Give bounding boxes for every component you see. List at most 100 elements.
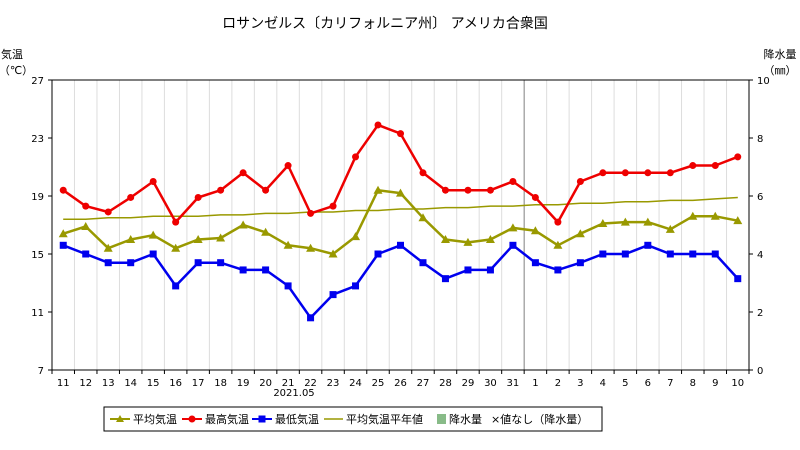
x-tick-label: 8 xyxy=(690,378,696,389)
x-tick-label: 9 xyxy=(712,378,718,389)
series-point xyxy=(238,220,248,229)
series-point xyxy=(711,250,719,258)
grid xyxy=(51,79,750,371)
series-point xyxy=(734,153,742,161)
series-point xyxy=(217,259,225,267)
x-tick-label: 26 xyxy=(394,378,407,389)
x-tick-label: 14 xyxy=(124,378,137,389)
series-point xyxy=(440,235,450,243)
plot-frame xyxy=(51,79,750,371)
series-point xyxy=(148,230,158,239)
series-point xyxy=(576,178,584,185)
series-point xyxy=(666,250,674,258)
series-point xyxy=(194,259,202,267)
series-point xyxy=(396,188,405,197)
series-line xyxy=(63,196,738,220)
series-point xyxy=(216,233,226,242)
series-point xyxy=(103,243,113,252)
x-tick-label: 5 xyxy=(622,378,628,389)
series-point xyxy=(643,217,653,226)
y-left-unit: （℃） xyxy=(0,64,33,77)
y-left-tick-label: 11 xyxy=(31,308,44,319)
series-point xyxy=(621,169,629,177)
y-right-tick-label: 4 xyxy=(757,250,763,261)
series-point xyxy=(81,221,91,230)
x-ticks: 11 12 13 14 15 16 17 18 19 20 21 22 23 24 25 26 27 28 29 30… xyxy=(51,370,750,389)
series-point xyxy=(464,266,472,274)
series-point xyxy=(306,243,316,252)
series-point xyxy=(486,186,494,194)
series-point xyxy=(193,235,203,243)
series-lines xyxy=(58,121,743,322)
x-tick-label: 29 xyxy=(462,378,475,389)
series-point xyxy=(554,266,562,274)
series-point xyxy=(172,282,180,290)
x-tick-label: 16 xyxy=(169,378,182,389)
series-point xyxy=(194,193,202,201)
series-point xyxy=(127,193,135,201)
series-point xyxy=(104,208,112,216)
series-point xyxy=(509,178,517,185)
series-point xyxy=(284,282,292,290)
x-tick-label: 19 xyxy=(237,378,250,389)
x-tick-label: 25 xyxy=(372,378,385,389)
legend-precip-swatch xyxy=(437,414,446,424)
series-point xyxy=(307,209,315,217)
series-point xyxy=(373,185,383,194)
legend-avg-marker xyxy=(116,415,124,422)
series-point xyxy=(239,169,247,177)
y-right-tick-label: 6 xyxy=(757,192,763,203)
y-left-tick-label: 19 xyxy=(31,192,44,203)
x-tick-label: 11 xyxy=(57,378,70,389)
x-tick-label: 17 xyxy=(192,378,205,389)
series-point xyxy=(710,211,720,220)
x-tick-label: 13 xyxy=(102,378,115,389)
series-point xyxy=(262,186,270,194)
x-tick-label: 2 xyxy=(555,378,561,389)
series-point xyxy=(351,232,361,241)
legend-avg-label: 平均気温 xyxy=(133,412,177,426)
series-point xyxy=(261,227,271,236)
y-ticks: 7 11 15 19 23 27 0 2 4 6 8 10 xyxy=(31,76,769,377)
x-tick-label: 1 xyxy=(532,378,538,389)
x-tick-label: 15 xyxy=(147,378,160,389)
series-point xyxy=(644,169,652,177)
series-point xyxy=(531,259,539,267)
series-point xyxy=(104,259,112,267)
x-tick-label: 6 xyxy=(645,378,651,389)
x-tick-label: 27 xyxy=(417,378,430,389)
series-point xyxy=(711,162,719,170)
x-tick-label: 4 xyxy=(600,378,606,389)
y-right-tick-label: 2 xyxy=(757,308,763,319)
series-point xyxy=(397,130,404,138)
x-tick-label: 24 xyxy=(349,378,362,389)
series-point xyxy=(554,218,562,226)
series-point xyxy=(82,202,90,210)
series-point xyxy=(239,266,247,274)
series-point xyxy=(59,241,67,249)
series-point xyxy=(307,314,315,322)
x-tick-label: 20 xyxy=(259,378,272,389)
series-point xyxy=(689,162,697,170)
series-point xyxy=(576,259,584,267)
series-point xyxy=(126,235,136,243)
series-point xyxy=(418,213,428,222)
x-tick-label: 28 xyxy=(439,378,452,389)
series-point xyxy=(352,153,360,161)
series-point xyxy=(485,235,495,243)
series-point xyxy=(374,121,382,129)
series-point xyxy=(599,250,607,258)
series-point xyxy=(464,186,472,194)
x-tick-label: 18 xyxy=(214,378,227,389)
series-point xyxy=(441,275,449,283)
series-point xyxy=(689,250,697,258)
series-point xyxy=(329,291,337,299)
month-label: 2021.05 xyxy=(273,388,314,399)
series-point xyxy=(509,241,517,249)
series-point xyxy=(665,224,675,233)
y-right-tick-label: 0 xyxy=(757,366,763,377)
legend-normal-label: 平均気温平年値 xyxy=(346,412,423,426)
y-right-unit: （㎜） xyxy=(764,64,797,77)
series-point xyxy=(397,241,404,249)
